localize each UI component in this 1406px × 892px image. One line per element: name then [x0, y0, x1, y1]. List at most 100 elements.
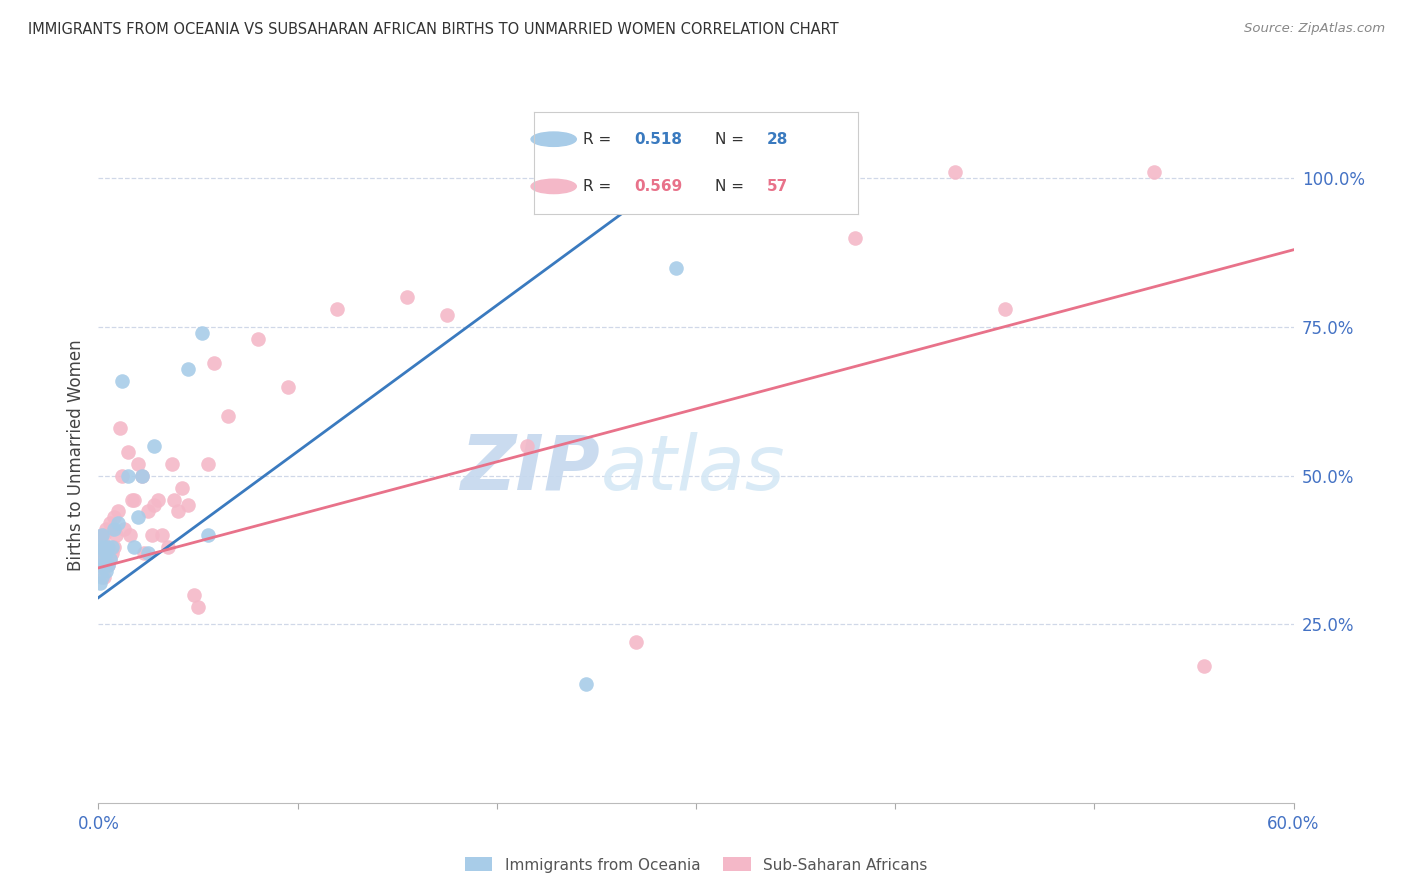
Point	[127, 457, 149, 471]
Point	[177, 361, 200, 376]
Point	[124, 492, 146, 507]
Point	[100, 552, 122, 566]
Point	[202, 356, 225, 370]
Text: ZIP: ZIP	[461, 432, 600, 506]
Text: Source: ZipAtlas.com: Source: ZipAtlas.com	[1244, 22, 1385, 36]
Point	[183, 588, 205, 602]
Point	[246, 332, 269, 346]
Point	[97, 540, 120, 554]
Point	[91, 552, 114, 566]
Point	[117, 468, 139, 483]
Point	[177, 499, 200, 513]
Circle shape	[531, 179, 576, 194]
Text: R =: R =	[582, 179, 616, 194]
Point	[103, 540, 125, 554]
Text: R =: R =	[582, 132, 616, 146]
Point	[148, 492, 170, 507]
Point	[943, 165, 966, 179]
Point	[89, 540, 111, 554]
Point	[103, 510, 125, 524]
Point	[89, 540, 111, 554]
Circle shape	[531, 132, 576, 146]
Text: atlas: atlas	[600, 432, 785, 506]
Point	[994, 302, 1017, 317]
Point	[124, 540, 146, 554]
Point	[134, 546, 156, 560]
Point	[516, 439, 538, 453]
Point	[626, 635, 648, 649]
Point	[97, 540, 120, 554]
Point	[101, 522, 124, 536]
Point	[277, 379, 299, 393]
Point	[96, 564, 118, 578]
Point	[93, 540, 115, 554]
Point	[96, 546, 118, 560]
Point	[111, 374, 134, 388]
Point	[141, 528, 163, 542]
Point	[101, 540, 124, 554]
Point	[436, 308, 458, 322]
Text: 28: 28	[768, 132, 789, 146]
Point	[197, 457, 219, 471]
Point	[326, 302, 349, 317]
Point	[121, 492, 143, 507]
Point	[105, 528, 128, 542]
Point	[136, 504, 159, 518]
Y-axis label: Births to Unmarried Women: Births to Unmarried Women	[66, 339, 84, 571]
Point	[665, 260, 688, 275]
Point	[1143, 165, 1166, 179]
Text: IMMIGRANTS FROM OCEANIA VS SUBSAHARAN AFRICAN BIRTHS TO UNMARRIED WOMEN CORRELAT: IMMIGRANTS FROM OCEANIA VS SUBSAHARAN AF…	[28, 22, 839, 37]
Point	[103, 522, 125, 536]
Point	[127, 510, 149, 524]
Point	[96, 522, 118, 536]
Text: 0.569: 0.569	[634, 179, 683, 194]
Point	[844, 231, 866, 245]
Point	[93, 558, 115, 572]
Point	[575, 677, 598, 691]
Point	[97, 558, 120, 572]
Point	[150, 528, 173, 542]
Point	[91, 528, 114, 542]
Point	[91, 570, 114, 584]
Text: N =: N =	[716, 179, 749, 194]
Point	[191, 326, 214, 340]
Point	[89, 575, 111, 590]
Point	[110, 421, 132, 435]
Point	[160, 457, 183, 471]
Point	[107, 504, 129, 518]
Point	[91, 546, 114, 560]
Text: 57: 57	[768, 179, 789, 194]
Point	[107, 516, 129, 531]
Point	[143, 499, 166, 513]
Text: N =: N =	[716, 132, 749, 146]
Point	[120, 528, 142, 542]
Point	[197, 528, 219, 542]
Point	[100, 516, 122, 531]
Point	[111, 468, 134, 483]
Point	[143, 439, 166, 453]
Point	[187, 599, 209, 614]
Legend: Immigrants from Oceania, Sub-Saharan Africans: Immigrants from Oceania, Sub-Saharan Afr…	[458, 851, 934, 879]
Point	[89, 558, 111, 572]
Point	[136, 546, 159, 560]
Point	[1192, 659, 1215, 673]
Point	[131, 468, 153, 483]
Point	[217, 409, 239, 424]
Point	[91, 528, 114, 542]
Point	[172, 481, 194, 495]
Point	[163, 492, 186, 507]
Point	[93, 552, 115, 566]
Point	[93, 570, 115, 584]
Point	[396, 290, 419, 304]
Point	[101, 546, 124, 560]
Point	[117, 445, 139, 459]
Point	[112, 522, 135, 536]
Point	[93, 528, 115, 542]
Point	[167, 504, 190, 518]
Point	[96, 546, 118, 560]
Text: 0.518: 0.518	[634, 132, 682, 146]
Point	[89, 558, 111, 572]
Point	[100, 552, 122, 566]
Point	[131, 468, 153, 483]
Point	[97, 558, 120, 572]
